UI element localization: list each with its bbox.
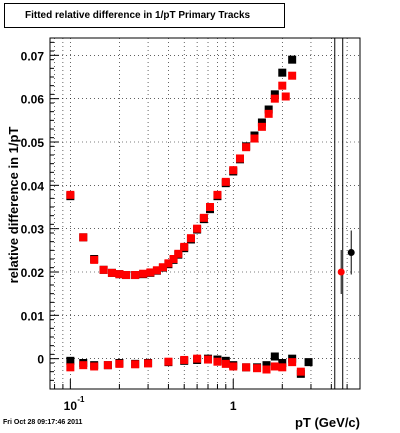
- y-tick-label: 0.06: [21, 93, 45, 107]
- data-point: [288, 55, 297, 64]
- data-point: [99, 265, 108, 274]
- data-point: [90, 255, 99, 264]
- x-tick-label: 10: [64, 399, 78, 413]
- data-point: [296, 367, 305, 376]
- data-point: [79, 361, 88, 370]
- data-point: [193, 354, 202, 363]
- x-tick-label: 1: [230, 399, 237, 413]
- data-point: [204, 355, 213, 364]
- axis-ticks: [50, 41, 361, 390]
- data-point: [115, 359, 124, 368]
- data-point: [253, 364, 262, 373]
- data-point: [278, 363, 287, 372]
- data-point: [264, 105, 273, 114]
- data-point: [242, 363, 251, 372]
- y-tick-label: 0.01: [21, 309, 45, 323]
- data-point: [278, 359, 287, 367]
- data-point: [180, 355, 189, 364]
- data-point: [281, 92, 290, 101]
- data-point: [264, 109, 273, 118]
- data-point: [304, 358, 313, 367]
- data-point: [278, 68, 287, 77]
- data-point: [213, 190, 222, 199]
- y-axis-label: relative difference in 1/pT: [6, 127, 21, 284]
- data-point: [115, 270, 124, 279]
- data-point: [229, 166, 238, 175]
- y-tick-label: 0.07: [21, 49, 45, 63]
- data-point: [103, 361, 112, 370]
- data-point: [169, 255, 178, 263]
- data-point: [270, 362, 279, 371]
- data-point: [199, 213, 208, 222]
- data-point: [66, 363, 75, 372]
- data-point: [174, 249, 183, 258]
- data-point: [193, 224, 202, 233]
- data-point: [250, 134, 259, 143]
- data-point: [164, 259, 173, 268]
- grid-lines: [50, 38, 361, 389]
- data-point: [242, 143, 251, 152]
- data-point: [131, 271, 140, 280]
- data-point: [257, 118, 266, 127]
- data-point: [206, 203, 215, 211]
- data-point: [288, 358, 297, 367]
- data-point: [186, 234, 195, 243]
- data-point: [66, 190, 75, 199]
- data-point: [347, 249, 355, 256]
- timestamp: Fri Oct 28 09:17:46 2011: [3, 419, 83, 426]
- chart-title: Fitted relative difference in 1/pT Prima…: [4, 3, 285, 28]
- x-tick-label-exponent: -1: [77, 395, 85, 404]
- data-point: [66, 356, 75, 365]
- y-tick-label: 0: [37, 353, 44, 367]
- data-point: [107, 268, 116, 277]
- data-point: [144, 359, 153, 368]
- data-point: [235, 154, 244, 163]
- plot-frame: [49, 37, 361, 390]
- data-point: [139, 269, 148, 278]
- data-point: [270, 90, 279, 99]
- y-tick-label: 0.04: [21, 179, 45, 193]
- x-tick-labels: 10 -1 1: [64, 395, 237, 413]
- data-point: [257, 122, 266, 131]
- data-point: [288, 71, 297, 80]
- data-point: [278, 81, 287, 90]
- y-tick-label: 0.05: [21, 136, 45, 150]
- data-point: [122, 271, 131, 280]
- data-point: [90, 362, 99, 371]
- vertical-marker-lines: [334, 38, 344, 389]
- data-point: [213, 357, 222, 366]
- data-point: [146, 268, 155, 277]
- data-point: [262, 361, 271, 370]
- data-point: [158, 263, 167, 272]
- data-point: [164, 357, 173, 366]
- data-point: [221, 359, 230, 368]
- data-point: [131, 360, 140, 369]
- data-point: [180, 242, 189, 251]
- y-tick-label: 0.03: [21, 223, 45, 237]
- data-point: [229, 362, 238, 371]
- y-tick-label: 0.02: [21, 266, 45, 280]
- data-point: [152, 266, 161, 275]
- y-tick-labels: 0 0.01 0.02 0.03 0.04 0.05 0.06 0.07: [21, 49, 45, 366]
- x-axis-label: pT (GeV/c): [295, 415, 360, 430]
- data-point: [262, 365, 271, 374]
- data-point: [270, 94, 279, 103]
- data-point: [79, 233, 88, 242]
- data-point: [221, 177, 230, 186]
- data-points: [66, 55, 355, 378]
- data-point: [270, 352, 279, 361]
- data-point: [337, 268, 345, 276]
